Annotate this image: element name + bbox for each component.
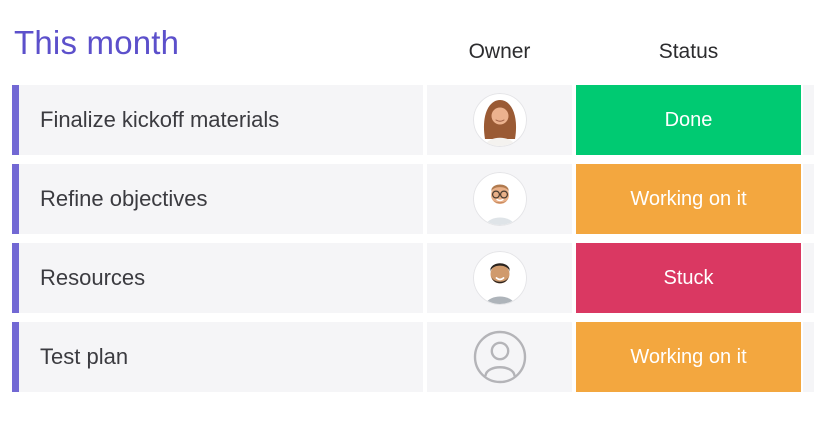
owner-cell[interactable] [427, 85, 572, 155]
board-title: This month [14, 24, 180, 61]
status-label: Stuck [663, 266, 714, 289]
avatar-empty-person-icon [473, 330, 526, 384]
task-cell[interactable]: Resources [19, 243, 423, 313]
task-label: Test plan [40, 344, 129, 369]
row-accent-bar [12, 243, 19, 313]
status-label: Working on it [630, 345, 747, 368]
next-column-stub [803, 164, 814, 234]
avatar-man-dark-beard [472, 251, 527, 305]
owner-cell[interactable] [427, 243, 572, 313]
column-header-status: Status [658, 40, 719, 63]
row-accent-bar [12, 85, 19, 155]
task-cell[interactable]: Test plan [19, 322, 423, 392]
avatar-woman-red-hair [472, 93, 527, 147]
task-cell[interactable]: Refine objectives [19, 164, 423, 234]
avatar-man-glasses-beard [472, 172, 527, 226]
task-cell[interactable]: Finalize kickoff materials [19, 85, 423, 155]
task-label: Resources [40, 265, 146, 290]
column-header-owner: Owner [468, 40, 531, 63]
task-label: Refine objectives [40, 186, 208, 211]
next-column-stub [803, 322, 814, 392]
row-accent-bar [12, 164, 19, 234]
rows-container: Finalize kickoff materials Done [12, 85, 814, 401]
next-column-stub [803, 243, 814, 313]
status-cell[interactable]: Working on it [576, 164, 801, 234]
status-cell[interactable]: Stuck [576, 243, 801, 313]
table-row: Finalize kickoff materials Done [12, 85, 814, 155]
row-accent-bar [12, 322, 19, 392]
status-label: Working on it [630, 187, 747, 210]
status-cell[interactable]: Working on it [576, 322, 801, 392]
table-row: Refine objectives [12, 164, 814, 234]
task-label: Finalize kickoff materials [40, 107, 280, 132]
owner-cell[interactable] [427, 164, 572, 234]
status-label: Done [664, 108, 713, 131]
status-cell[interactable]: Done [576, 85, 801, 155]
next-column-stub [803, 85, 814, 155]
table-row: Test plan Working on it [12, 322, 814, 392]
table-row: Resources Stuck [12, 243, 814, 313]
owner-cell[interactable] [427, 322, 572, 392]
